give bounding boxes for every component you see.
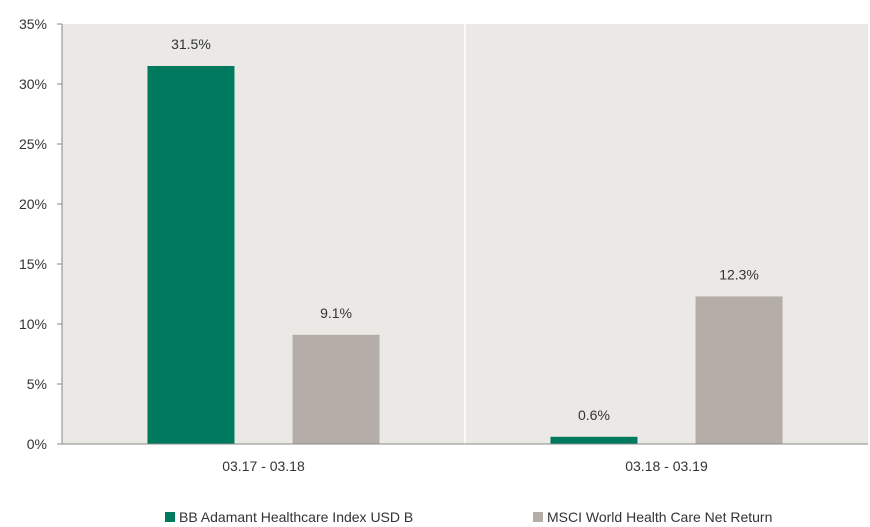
legend-swatch-msci	[533, 512, 543, 522]
bar	[292, 334, 380, 444]
data-label: 12.3%	[719, 266, 759, 282]
y-tick-label: 35%	[19, 16, 47, 32]
bar	[147, 66, 235, 444]
bars	[147, 66, 783, 444]
y-axis: 0% 5% 10% 15% 20% 25% 30% 35%	[19, 16, 63, 452]
legend: BB Adamant Healthcare Index USD B MSCI W…	[0, 509, 870, 527]
legend-item-bb-adamant: BB Adamant Healthcare Index USD B	[165, 509, 413, 525]
y-tick-label: 5%	[27, 376, 47, 392]
bar	[550, 436, 638, 444]
legend-swatch-bb-adamant	[165, 512, 175, 522]
x-axis: 03.17 - 03.18 03.18 - 03.19	[62, 443, 868, 474]
x-tick-label: 03.18 - 03.19	[625, 458, 708, 474]
bar-chart: 0% 5% 10% 15% 20% 25% 30% 35% 31.5% 0.6% 9.1% 12.3…	[19, 16, 868, 474]
legend-label-bb-adamant: BB Adamant Healthcare Index USD B	[179, 509, 414, 525]
bar	[695, 296, 783, 444]
legend-item-msci: MSCI World Health Care Net Return	[533, 509, 772, 525]
legend-label-msci: MSCI World Health Care Net Return	[547, 509, 773, 525]
y-tick-label: 10%	[19, 316, 47, 332]
y-tick-label: 30%	[19, 76, 47, 92]
y-tick-label: 0%	[27, 436, 47, 452]
data-label: 0.6%	[578, 407, 610, 423]
y-tick-label: 20%	[19, 196, 47, 212]
data-label: 31.5%	[171, 36, 211, 52]
y-tick-label: 15%	[19, 256, 47, 272]
x-tick-label: 03.17 - 03.18	[222, 458, 305, 474]
data-labels: 31.5% 0.6% 9.1% 12.3%	[171, 36, 759, 423]
data-label: 9.1%	[320, 305, 352, 321]
y-tick-label: 25%	[19, 136, 47, 152]
